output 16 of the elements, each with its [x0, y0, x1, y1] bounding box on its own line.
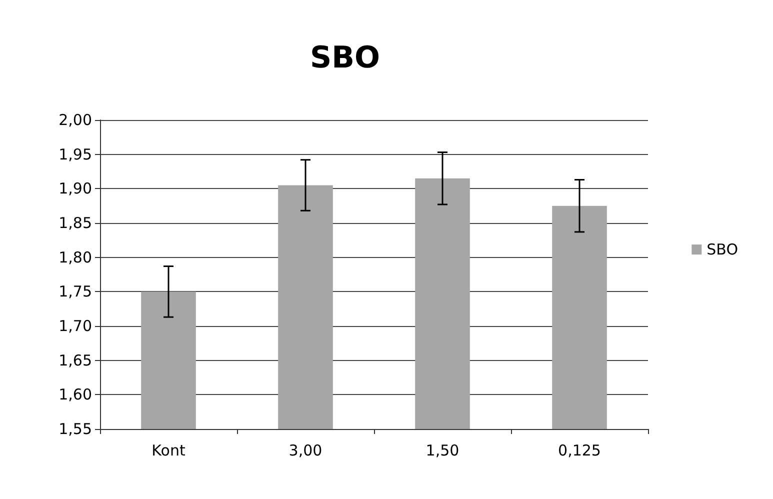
x-tick-label: 0,125 [558, 442, 601, 460]
x-tick-label: 1,50 [426, 442, 460, 460]
y-tick-label: 1,90 [58, 180, 92, 198]
y-tick-label: 1,95 [58, 145, 92, 164]
x-tick-label: 3,00 [288, 442, 322, 460]
y-tick-label: 1,70 [58, 317, 92, 335]
y-tick-label: 2,00 [58, 111, 92, 129]
y-tick-label: 1,55 [58, 420, 92, 438]
chart-title: SBO [310, 40, 380, 76]
y-tick-label: 1,65 [58, 351, 92, 370]
y-tick-label: 1,60 [58, 386, 92, 404]
y-tick-label: 1,80 [58, 248, 92, 266]
y-tick-label: 1,85 [58, 214, 92, 232]
y-tick-label: 1,75 [58, 282, 92, 301]
x-tick-label: Kont [152, 442, 186, 460]
legend-label: SBO [706, 240, 738, 258]
